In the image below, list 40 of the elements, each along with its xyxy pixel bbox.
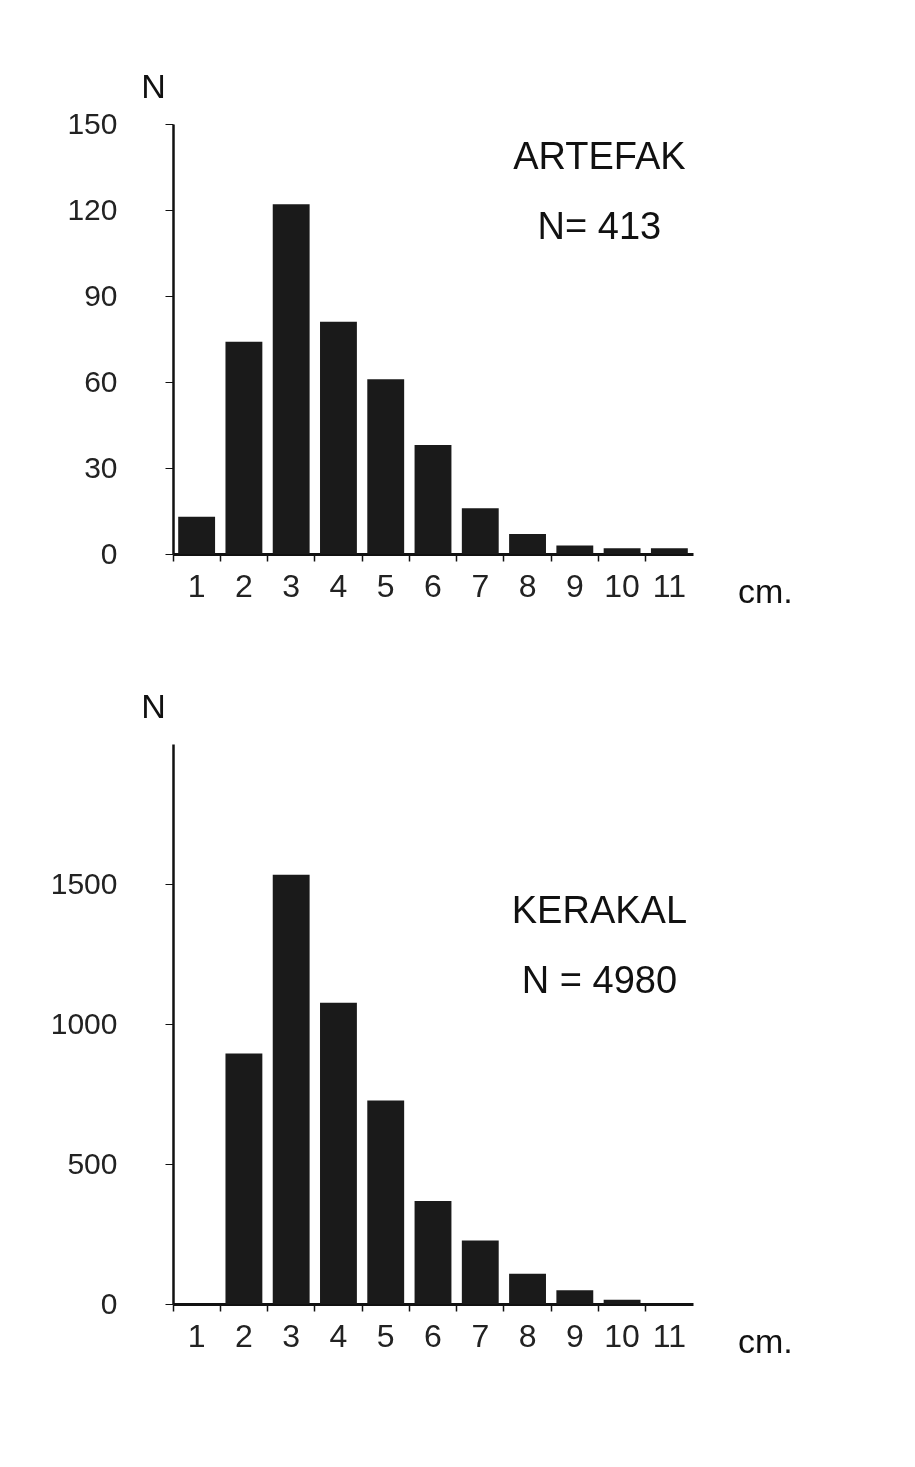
x-tick-label: 2 bbox=[235, 567, 253, 604]
x-tick-label: 1 bbox=[187, 1317, 206, 1354]
x-tick-label: 9 bbox=[565, 567, 584, 604]
annotation: KERAKAL bbox=[511, 889, 688, 931]
x-tick-label: 8 bbox=[518, 1317, 537, 1354]
x-tick-label: 3 bbox=[282, 1317, 301, 1354]
x-tick-label: 5 bbox=[376, 1317, 395, 1354]
x-axis-title: cm. bbox=[738, 572, 793, 610]
x-tick-label: 10 bbox=[604, 1317, 640, 1354]
y-tick-label: 90 bbox=[84, 278, 118, 312]
x-tick-label: 4 bbox=[329, 1317, 348, 1354]
x-tick-label: 11 bbox=[652, 1317, 686, 1354]
y-tick-label: 1500 bbox=[50, 866, 118, 900]
annotation: ARTEFAK bbox=[513, 135, 686, 178]
y-tick-label: 120 bbox=[67, 192, 118, 226]
y-tick-label: 150 bbox=[67, 106, 118, 140]
y-tick-label: 60 bbox=[84, 364, 118, 398]
x-tick-label: 7 bbox=[471, 1317, 490, 1354]
x-tick-label: 3 bbox=[282, 567, 301, 604]
annotation: N= 413 bbox=[537, 205, 662, 248]
x-tick-label: 1 bbox=[187, 567, 206, 604]
y-tick-label: 0 bbox=[100, 1286, 118, 1320]
x-tick-label: 7 bbox=[471, 567, 490, 604]
x-tick-label: 8 bbox=[518, 567, 537, 604]
x-axis-title: cm. bbox=[738, 1322, 793, 1360]
y-tick-label: 500 bbox=[67, 1146, 118, 1180]
x-tick-label: 5 bbox=[376, 567, 395, 604]
y-tick-label: 0 bbox=[100, 536, 118, 570]
x-tick-label: 2 bbox=[235, 1317, 253, 1354]
x-tick-label: 9 bbox=[565, 1317, 584, 1354]
x-tick-label: 10 bbox=[604, 567, 640, 604]
y-axis-title: N bbox=[141, 66, 166, 105]
y-axis-title: N bbox=[141, 686, 166, 725]
x-tick-label: 6 bbox=[424, 567, 442, 604]
x-tick-label: 6 bbox=[424, 1317, 442, 1354]
y-tick-label: 1000 bbox=[50, 1006, 118, 1040]
annotation: N = 4980 bbox=[521, 959, 678, 1001]
x-tick-label: 11 bbox=[652, 567, 686, 604]
x-tick-label: 4 bbox=[329, 567, 348, 604]
y-tick-label: 30 bbox=[84, 450, 118, 484]
